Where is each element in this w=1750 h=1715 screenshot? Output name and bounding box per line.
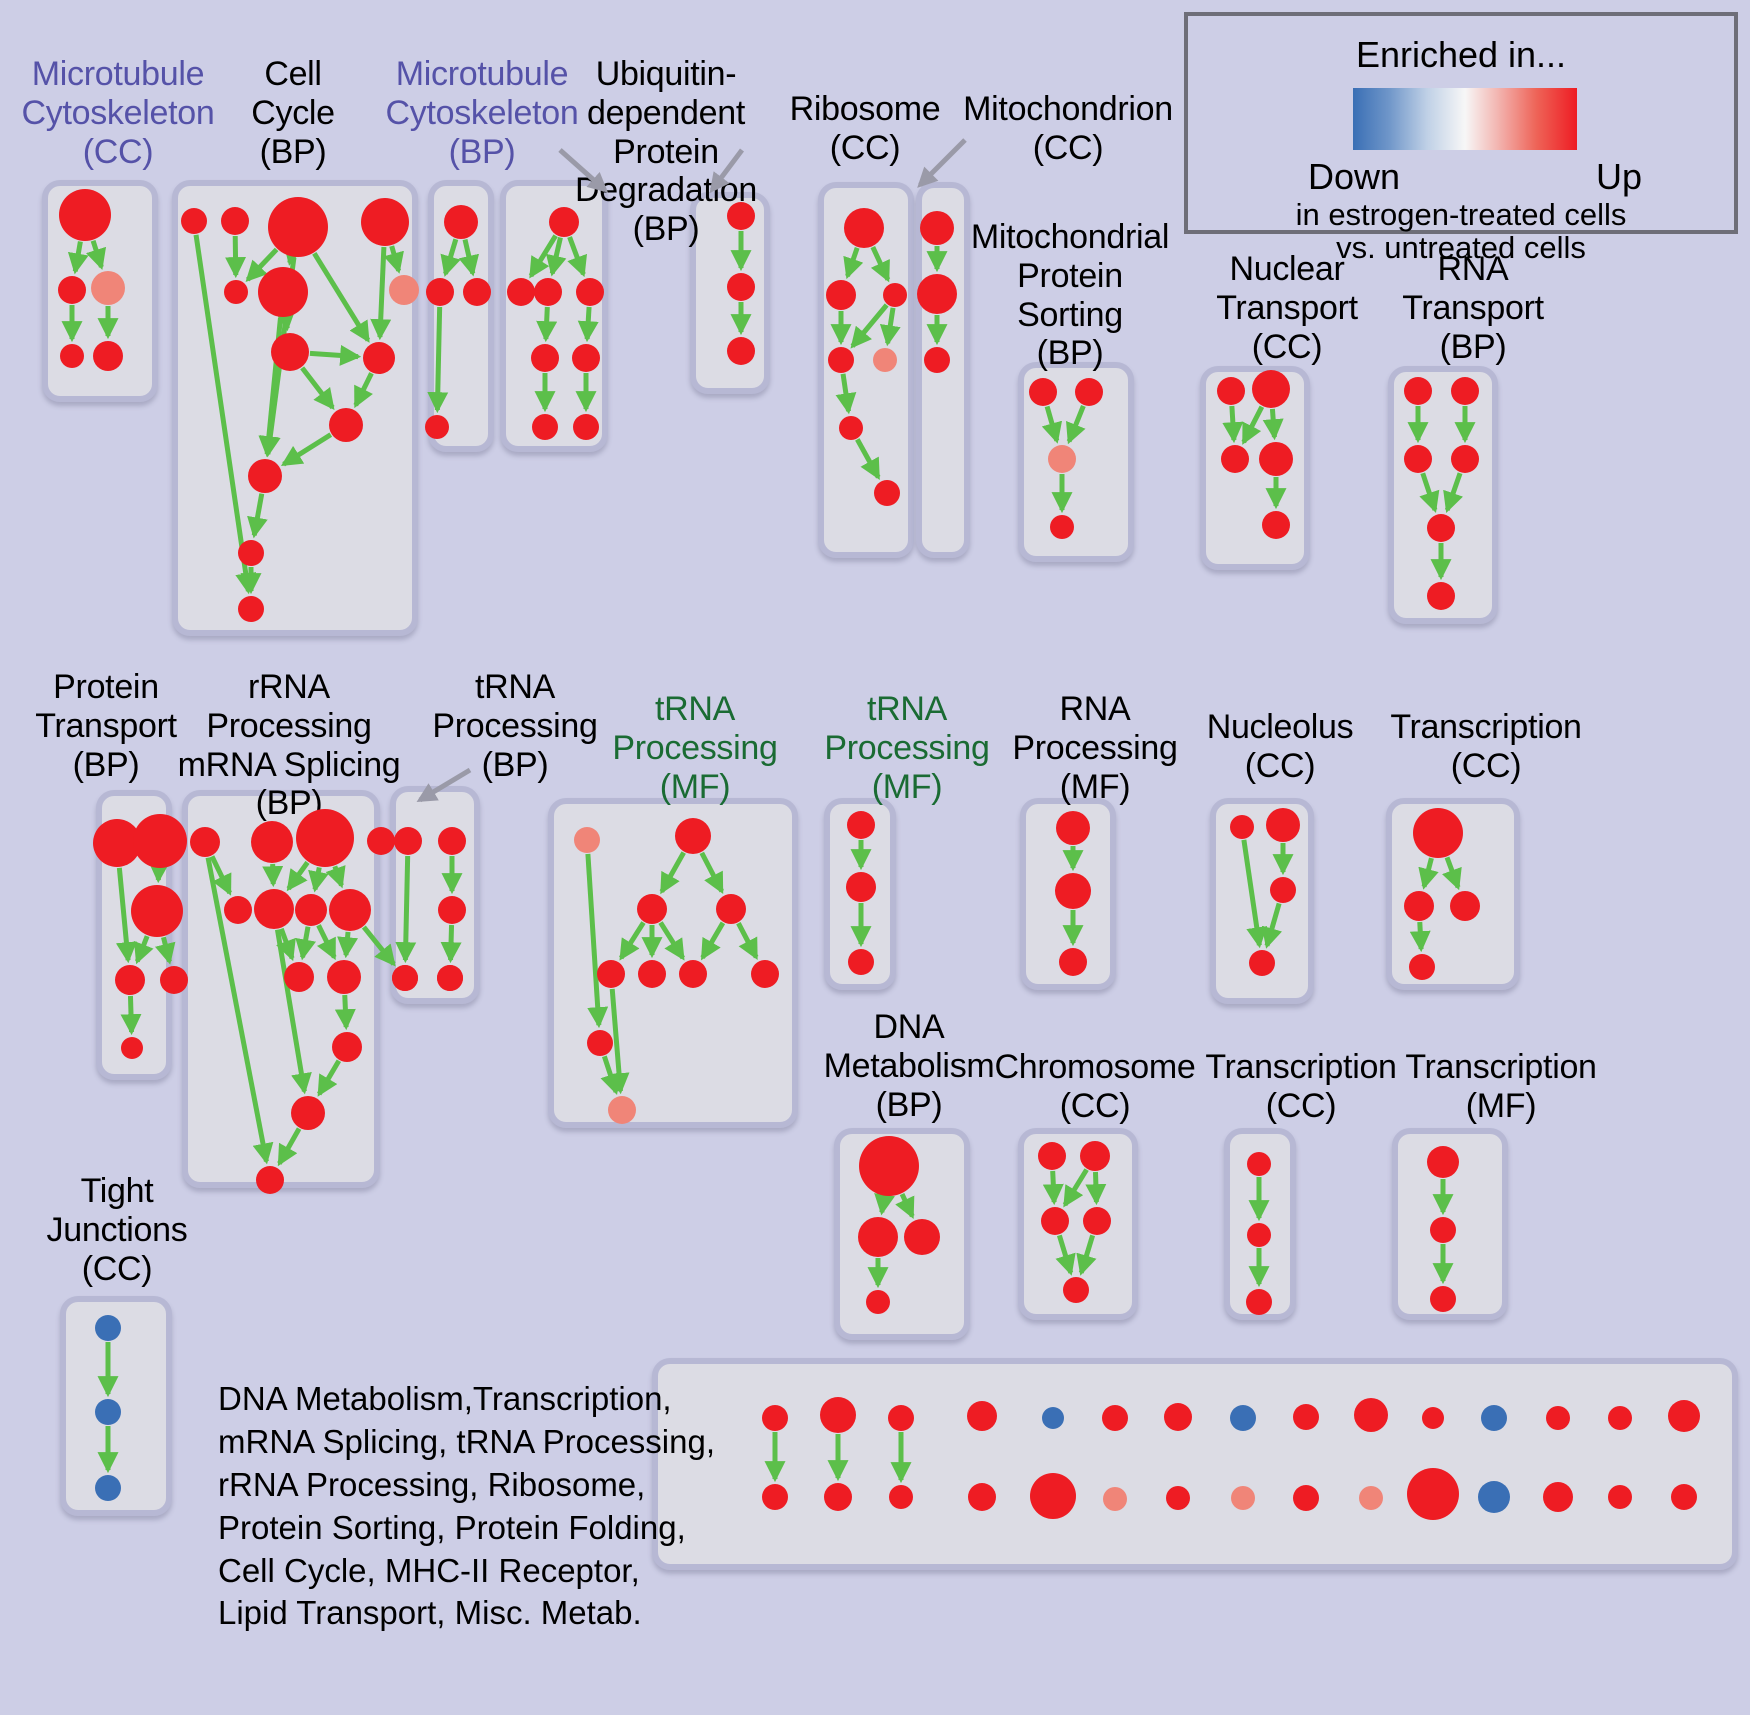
- box-mitochondrion: [916, 182, 970, 558]
- box-mito-protein-sorting: [1018, 362, 1134, 562]
- box-protein-transport: [96, 790, 172, 1080]
- legend-panel: Enriched in... Down Up in estrogen-treat…: [1184, 12, 1738, 265]
- legend-color-gradient: [1353, 88, 1577, 150]
- label-microtubule-cytoskeleton-bp: Microtubule Cytoskeleton (BP): [385, 55, 579, 171]
- box-rrna-mrna: [182, 790, 380, 1188]
- legend-title: Enriched in...: [1355, 34, 1567, 75]
- label-transcription-mf: Transcription (MF): [1405, 1048, 1597, 1125]
- box-microtubule-cc: [42, 180, 158, 402]
- box-nuclear-transport: [1200, 366, 1310, 570]
- label-mitochondrion-cc: Mitochondrion (CC): [963, 90, 1173, 167]
- box-cell-cycle: [172, 180, 418, 636]
- label-microtubule-cytoskeleton-cc: Microtubule Cytoskeleton (CC): [21, 55, 215, 171]
- label-chromosome-cc: Chromosome (CC): [994, 1048, 1196, 1125]
- box-transcription-cc-bottom: [1224, 1128, 1296, 1320]
- box-bottom-wide: [652, 1358, 1738, 1570]
- label-trna-processing-mf-1: tRNA Processing (MF): [612, 690, 778, 806]
- box-trna-mf-1: [548, 798, 798, 1128]
- label-tight-junctions-cc: Tight Junctions (CC): [46, 1172, 188, 1288]
- box-ribosome: [818, 182, 914, 558]
- label-rna-processing-mf: RNA Processing (MF): [1012, 690, 1178, 806]
- label-trna-processing-bp: tRNA Processing (BP): [432, 668, 598, 784]
- label-ubiquitin-dependent-protein-degradation-bp: Ubiquitin- dependent Protein Degradation…: [575, 55, 757, 248]
- box-transcription-cc-top: [1386, 798, 1520, 990]
- legend-subtitle: in estrogen-treated cells vs. untreated …: [1295, 197, 1627, 266]
- label-transcription-cc-top: Transcription (CC): [1390, 708, 1582, 785]
- label-mitochondrial-protein-sorting-bp: Mitochondrial Protein Sorting (BP): [970, 218, 1170, 373]
- label-ribosome-cc: Ribosome (CC): [789, 90, 941, 167]
- label-rna-transport-bp: RNA Transport (BP): [1402, 250, 1544, 366]
- box-tight-junctions: [60, 1296, 172, 1516]
- legend-down-label: Down: [1308, 156, 1401, 197]
- label-nucleolus-cc: Nucleolus (CC): [1206, 708, 1354, 785]
- label-transcription-cc-bottom: Transcription (CC): [1205, 1048, 1397, 1125]
- box-microtubule-bp: [428, 180, 494, 452]
- label-trna-processing-mf-2: tRNA Processing (MF): [824, 690, 990, 806]
- box-trna-mf-2: [824, 798, 896, 990]
- label-protein-transport-bp: Protein Transport (BP): [35, 668, 177, 784]
- legend-up-label: Up: [1595, 156, 1642, 197]
- box-nucleolus: [1210, 798, 1314, 1004]
- label-rrna-processing-mrna-splicing-bp: rRNA Processing mRNA Splicing (BP): [177, 668, 401, 823]
- box-rna-processing-mf: [1020, 798, 1116, 990]
- label-cell-cycle-bp: Cell Cycle (BP): [251, 55, 335, 171]
- label-dna-metabolism-bp: DNA Metabolism (BP): [823, 1008, 995, 1124]
- box-transcription-mf: [1392, 1128, 1508, 1320]
- box-chromosome: [1018, 1128, 1138, 1320]
- box-rna-transport: [1388, 366, 1498, 624]
- box-dna-metabolism: [834, 1128, 970, 1340]
- unconnected-terms-list: DNA Metabolism,Transcription, mRNA Splic…: [218, 1380, 716, 1632]
- label-nuclear-transport-cc: Nuclear Transport (CC): [1216, 250, 1358, 366]
